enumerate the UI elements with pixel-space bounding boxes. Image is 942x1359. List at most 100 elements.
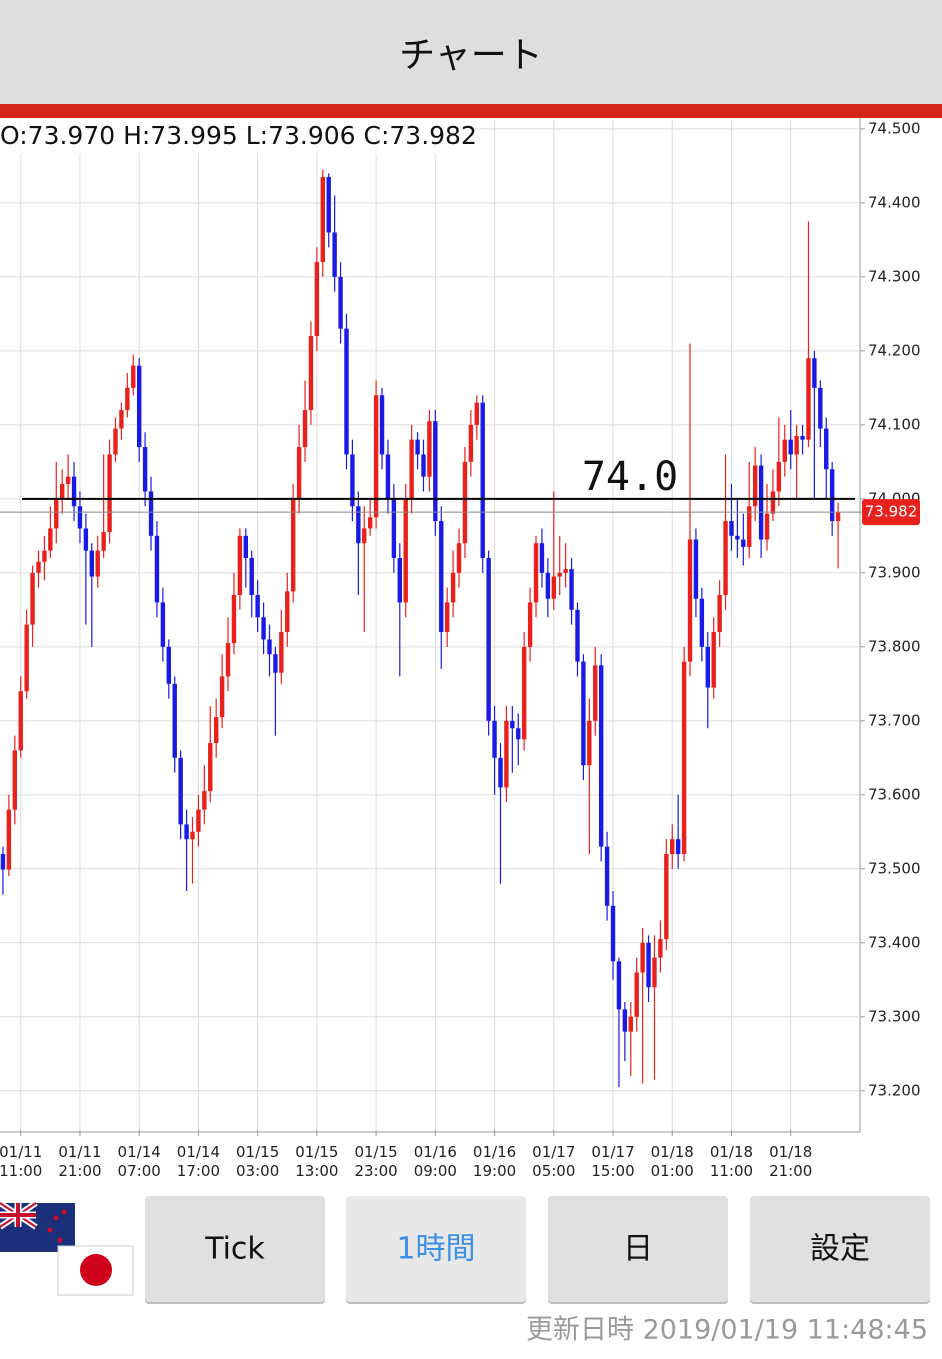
candle-body	[344, 328, 349, 455]
candle-body	[516, 728, 521, 740]
y-tick-label: 73.300	[868, 1007, 921, 1025]
candle-body	[59, 484, 65, 499]
candle-body	[427, 421, 432, 477]
x-tick-label: 01/16 09:00	[413, 1143, 457, 1180]
candle-body	[213, 717, 219, 744]
candle-body	[480, 402, 485, 559]
candle-body	[273, 654, 278, 673]
candle-body	[498, 757, 503, 788]
tab-button[interactable]: 日	[548, 1196, 728, 1304]
button-face	[548, 1196, 728, 1302]
tab-button[interactable]: Tick	[145, 1196, 325, 1304]
y-tick-label: 74.100	[868, 415, 921, 433]
button-label: 設定	[810, 1232, 870, 1267]
candle-body	[326, 176, 331, 233]
candle-body	[752, 465, 758, 507]
candle-body	[279, 632, 284, 673]
candle-body	[142, 447, 148, 492]
candle-body	[634, 972, 639, 1017]
candle-body	[136, 365, 142, 448]
candle-body	[604, 846, 610, 906]
candle-body	[527, 602, 533, 647]
candle-body	[741, 539, 746, 547]
candle-body	[468, 424, 474, 462]
candle-body	[729, 521, 734, 536]
candle-body	[302, 410, 308, 448]
candle-body	[320, 176, 325, 263]
candle-body	[539, 543, 545, 573]
candle-body	[747, 506, 752, 547]
candle-body	[824, 428, 829, 470]
candle-body	[350, 454, 355, 507]
candle-body	[403, 498, 408, 603]
candle-body	[439, 521, 444, 633]
candle-body	[776, 461, 782, 492]
candle-body	[421, 454, 426, 477]
candle-body	[131, 365, 136, 388]
candle-body	[184, 824, 189, 840]
button-label: 1時間	[396, 1232, 475, 1267]
x-tick-label: 01/15 03:00	[236, 1143, 280, 1180]
candle-body	[575, 609, 580, 662]
candle-body	[670, 839, 675, 855]
candle-body	[462, 461, 468, 544]
candle-body	[77, 506, 83, 529]
candle-body	[367, 517, 373, 529]
candle-body	[48, 528, 53, 551]
candle-body	[332, 232, 337, 277]
y-tick-label: 74.300	[868, 267, 921, 285]
last-price-box	[862, 499, 920, 526]
candle-body	[397, 558, 402, 603]
tab-button[interactable]: 設定	[750, 1196, 930, 1304]
candle-body	[385, 454, 391, 499]
candle-body	[492, 720, 497, 758]
button-label: 日	[623, 1232, 653, 1267]
candle-body	[154, 535, 160, 603]
updated-time: 更新日時 2019/01/19 11:48:45	[526, 1315, 928, 1346]
y-tick-label: 73.400	[868, 933, 921, 951]
y-tick-label: 73.200	[868, 1081, 921, 1099]
candle-body	[675, 839, 681, 855]
header-bar	[0, 0, 942, 104]
candle-body	[587, 720, 592, 766]
button-label: Tick	[204, 1232, 265, 1267]
candle-body	[231, 595, 237, 644]
candle-body	[456, 543, 462, 573]
button-face	[346, 1196, 526, 1302]
candle-body	[125, 387, 130, 411]
x-tick-label: 01/14 17:00	[176, 1143, 221, 1180]
nz-flag	[0, 1200, 75, 1252]
candle-body	[89, 550, 95, 577]
x-tick-label: 01/11 11:00	[0, 1143, 43, 1180]
x-tick-label: 01/15 13:00	[295, 1143, 339, 1180]
candle-body	[255, 595, 260, 618]
last-price-label: 73.982	[865, 503, 918, 521]
candle-body	[30, 572, 35, 625]
candle-body	[314, 262, 320, 337]
candle-body	[782, 439, 787, 462]
candle-body	[208, 743, 213, 792]
candle-body	[557, 572, 562, 577]
candle-body	[829, 469, 835, 522]
ohlc-info: O:73.970 H:73.995 L:73.906 C:73.982	[0, 121, 477, 150]
candle-body	[71, 476, 77, 507]
tab-button[interactable]: 1時間	[346, 1196, 526, 1304]
x-tick-label: 01/18 21:00	[769, 1143, 813, 1180]
candle-body	[569, 569, 574, 610]
candle-body	[593, 665, 598, 721]
candle-body	[705, 646, 710, 688]
candle-body	[249, 558, 254, 596]
y-tick-label: 74.400	[868, 193, 921, 211]
x-tick-label: 01/15 23:00	[354, 1143, 398, 1180]
candle-body	[113, 428, 118, 455]
candle-body	[533, 543, 539, 603]
candle-body	[770, 491, 776, 514]
candle-body	[65, 476, 71, 485]
candle-body	[308, 336, 314, 411]
candle-body	[711, 632, 716, 688]
candle-body	[178, 757, 183, 825]
candle-body	[119, 410, 124, 429]
candle-body	[391, 498, 397, 559]
